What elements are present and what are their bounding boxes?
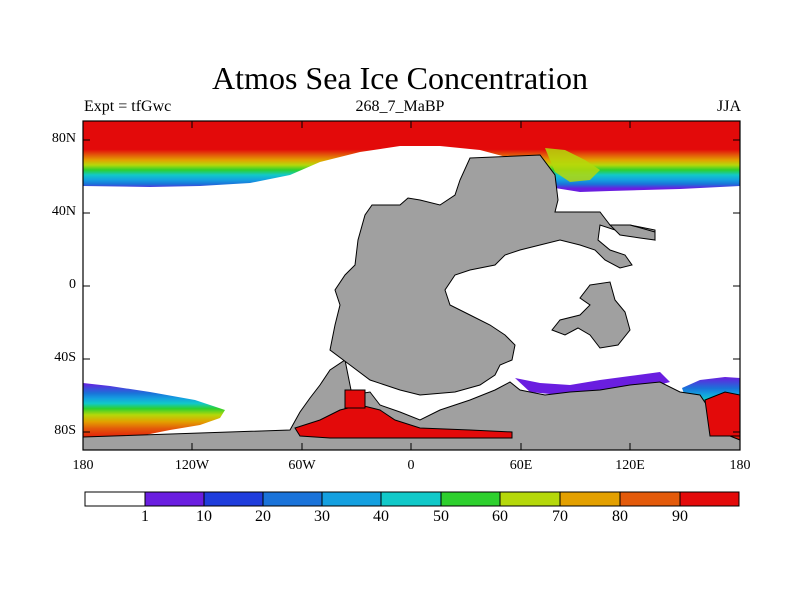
- colorbar-bin: [619, 491, 681, 507]
- antarctic-ice-shelf: [294, 404, 513, 439]
- season-label: JJA: [716, 98, 741, 115]
- colorbar-label: 80: [612, 508, 628, 525]
- lat-label-80n: 80N: [51, 131, 76, 146]
- island-east: [551, 281, 631, 349]
- colorbar-bin: [84, 491, 146, 507]
- lat-label-0: 0: [69, 277, 76, 292]
- colorbar-bin: [203, 491, 264, 507]
- lon-label-120w: 120W: [174, 458, 210, 473]
- supercontinent-land: [329, 154, 656, 396]
- colorbar-label: 60: [492, 508, 508, 525]
- lon-label-60e: 60E: [509, 458, 533, 473]
- lat-label-40n: 40N: [51, 204, 76, 219]
- colorbar-bin: [262, 491, 323, 507]
- lon-label-180w: 180: [72, 458, 94, 473]
- period-label: 268_7_MaBP: [355, 98, 445, 115]
- colorbar-bin: [144, 491, 205, 507]
- colorbar-label: 20: [255, 508, 271, 525]
- lon-label-60w: 60W: [288, 458, 316, 473]
- lat-label-80s: 80S: [54, 423, 76, 438]
- lon-label-180e: 180: [729, 458, 751, 473]
- colorbar-bin: [499, 491, 561, 507]
- antarctic-ice-patch: [344, 389, 366, 409]
- colorbar-label: 50: [433, 508, 449, 525]
- colorbar-label: 40: [373, 508, 389, 525]
- antarctic-east-shelf: [704, 391, 741, 437]
- colorbar-bin: [679, 491, 740, 507]
- lon-label-120e: 120E: [615, 458, 645, 473]
- colorbar-bin: [380, 491, 442, 507]
- lat-label-40s: 40S: [54, 350, 76, 365]
- colorbar-label: 10: [196, 508, 212, 525]
- colorbar-label: 30: [314, 508, 330, 525]
- axis-ticks: [83, 121, 740, 450]
- colorbar-label: 90: [672, 508, 688, 525]
- arctic-ice-tongue: [545, 148, 600, 182]
- colorbar: [84, 491, 740, 507]
- colorbar-label: 1: [141, 508, 149, 525]
- southern-sea-ice-west: [83, 383, 225, 440]
- map-title: Atmos Sea Ice Concentration: [212, 60, 588, 96]
- colorbar-bin: [321, 491, 382, 507]
- lon-label-0: 0: [407, 458, 415, 473]
- experiment-label: Expt = tfGwc: [84, 98, 172, 115]
- island-north-east: [608, 224, 656, 241]
- colorbar-label: 70: [552, 508, 568, 525]
- colorbar-bin: [559, 491, 621, 507]
- colorbar-bin: [440, 491, 501, 507]
